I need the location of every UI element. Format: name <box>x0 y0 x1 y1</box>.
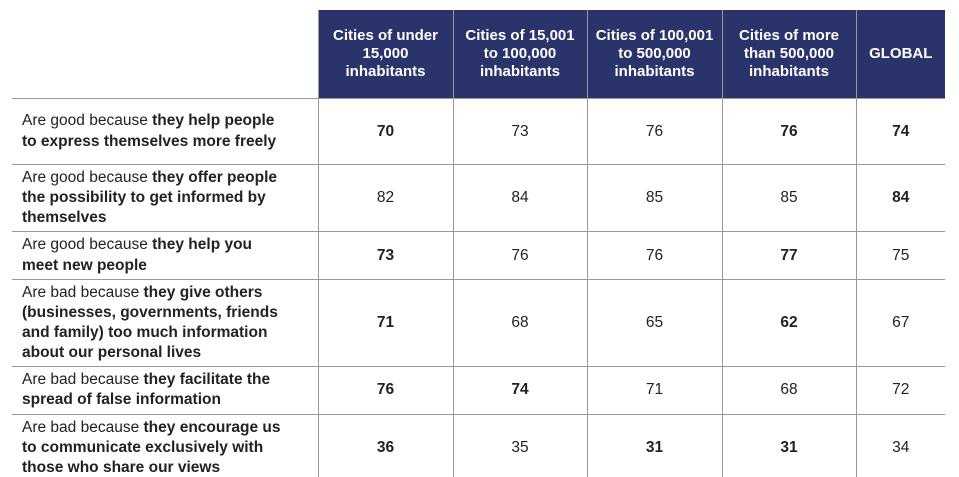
value-cell: 76 <box>586 231 723 280</box>
value-cell: 70 <box>317 98 454 165</box>
value-cell: 76 <box>721 98 857 165</box>
row-label: Are bad because they give others (busine… <box>12 278 319 368</box>
table-row: Are good because they help you meet new … <box>12 231 945 280</box>
row-label-prefix: Are bad because <box>22 418 144 436</box>
column-header-100001-500000: Cities of 100,001 to 500,000 inhabitants <box>586 10 723 99</box>
column-header-15001-100000: Cities of 15,001 to 100,000 inhabitants <box>452 10 588 99</box>
row-label: Are good because they offer people the p… <box>12 163 319 233</box>
row-label-prefix: Are good because <box>22 169 153 186</box>
value-cell: 34 <box>855 413 945 477</box>
survey-table: Cities of under 15,000 inhabitants Citie… <box>12 10 945 477</box>
table-header: Cities of under 15,000 inhabitants Citie… <box>12 10 945 99</box>
table-row: Are bad because they encourage us to com… <box>12 413 945 477</box>
table-body: Are good because they help people to exp… <box>12 98 945 477</box>
value-cell: 85 <box>586 163 723 233</box>
value-cell: 84 <box>452 163 588 233</box>
value-cell: 73 <box>452 98 588 165</box>
table-row: Are good because they offer people the p… <box>12 163 945 233</box>
value-cell: 36 <box>317 413 454 477</box>
row-label-emphasis: they give others (businesses, government… <box>22 283 278 362</box>
row-label: Are good because they help you meet new … <box>12 231 319 280</box>
value-cell: 67 <box>855 278 945 368</box>
corner-cell <box>12 10 319 99</box>
value-cell: 85 <box>721 163 857 233</box>
table-row: Are bad because they give others (busine… <box>12 278 945 368</box>
row-label: Are bad because they facilitate the spre… <box>12 366 319 415</box>
row-label-prefix: Are bad because <box>22 283 144 301</box>
value-cell: 72 <box>855 366 945 415</box>
value-cell: 35 <box>452 413 588 477</box>
header-row: Cities of under 15,000 inhabitants Citie… <box>12 10 945 99</box>
value-cell: 84 <box>855 163 945 233</box>
value-cell: 68 <box>721 366 857 415</box>
value-cell: 65 <box>586 278 723 368</box>
row-label-emphasis: they help people to express themselves m… <box>22 112 277 150</box>
column-header-global: GLOBAL <box>855 10 945 99</box>
row-label-emphasis: they offer people the possibility to get… <box>22 169 278 227</box>
row-label-prefix: Are bad because <box>22 371 144 389</box>
table-row: Are good because they help people to exp… <box>12 98 945 165</box>
row-label-prefix: Are good because <box>22 112 153 130</box>
value-cell: 77 <box>721 231 857 280</box>
value-cell: 73 <box>317 231 454 280</box>
value-cell: 76 <box>586 98 723 165</box>
value-cell: 76 <box>452 231 588 280</box>
value-cell: 31 <box>721 413 857 477</box>
value-cell: 68 <box>452 278 588 368</box>
value-cell: 71 <box>586 366 723 415</box>
row-label: Are bad because they encourage us to com… <box>12 413 319 477</box>
value-cell: 74 <box>855 98 945 165</box>
value-cell: 76 <box>317 366 454 415</box>
value-cell: 62 <box>721 278 857 368</box>
row-label: Are good because they help people to exp… <box>12 98 319 165</box>
column-header-under-15000: Cities of under 15,000 inhabitants <box>317 10 454 99</box>
row-label-emphasis: they facilitate the spread of false info… <box>22 371 271 409</box>
row-label-emphasis: they help you meet new people <box>22 236 253 274</box>
value-cell: 31 <box>586 413 723 477</box>
column-header-more-500000: Cities of more than 500,000 inhabitants <box>721 10 857 99</box>
value-cell: 75 <box>855 231 945 280</box>
value-cell: 82 <box>317 163 454 233</box>
table-row: Are bad because they facilitate the spre… <box>12 366 945 415</box>
value-cell: 71 <box>317 278 454 368</box>
row-label-prefix: Are good because <box>22 236 153 254</box>
value-cell: 74 <box>452 366 588 415</box>
row-label-emphasis: they encourage us to communicate exclusi… <box>22 418 281 476</box>
